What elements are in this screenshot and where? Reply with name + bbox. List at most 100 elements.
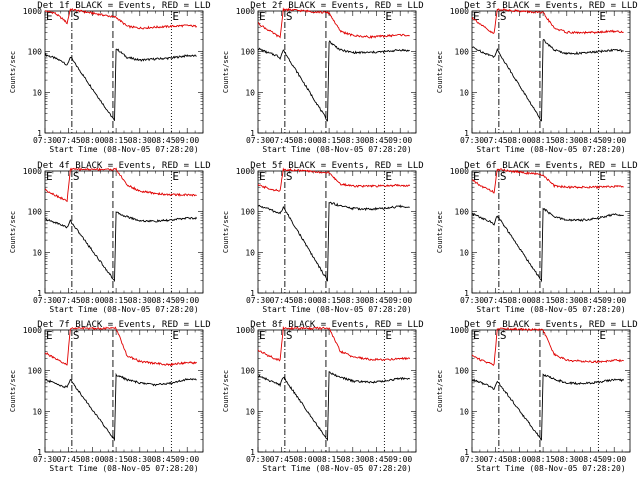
- y-axis-label: Counts/sec: [9, 51, 17, 93]
- detector-panel-9: Det 9f BLACK = Events, RED = LLD 1 10 100 10…: [436, 320, 638, 473]
- y-axis-label: Counts/sec: [436, 51, 444, 93]
- x-axis-label: Start Time (08-Nov-05 07:28:20): [476, 145, 625, 154]
- segment-marker-label: E: [172, 170, 179, 183]
- segment-marker-label: E: [599, 170, 606, 183]
- y-axis-label: Counts/sec: [436, 370, 444, 412]
- x-tick-label: 08:15: [531, 296, 555, 305]
- lld-series-line: [258, 167, 411, 192]
- x-tick-label: 08:15: [104, 455, 128, 464]
- x-tick-label: 08:00: [507, 296, 531, 305]
- segment-marker-label: E: [259, 329, 266, 342]
- y-tick-label: 10: [32, 248, 42, 257]
- segment-marker-label: E: [46, 170, 53, 183]
- lld-series-line: [472, 8, 624, 35]
- x-tick-label: 08:30: [555, 136, 579, 145]
- y-tick-label: 10: [32, 407, 42, 416]
- x-tick-label: 08:00: [80, 136, 104, 145]
- panel-title: Det 7f BLACK = Events, RED = LLD: [37, 320, 210, 330]
- panel-title: Det 3f BLACK = Events, RED = LLD: [464, 1, 637, 11]
- lld-series-line: [45, 8, 198, 30]
- y-tick-label: 10: [459, 88, 469, 97]
- x-tick-label: 08:45: [364, 136, 388, 145]
- x-tick-label: 08:30: [128, 136, 152, 145]
- panel-title: Det 2f BLACK = Events, RED = LLD: [250, 1, 423, 11]
- segment-marker-label: E: [172, 329, 179, 342]
- x-tick-label: 08:30: [555, 296, 579, 305]
- y-tick-label: 1000: [236, 7, 255, 16]
- x-tick-label: 08:00: [293, 136, 317, 145]
- x-tick-label: 08:00: [507, 455, 531, 464]
- panel-title: Det 4f BLACK = Events, RED = LLD: [37, 161, 210, 171]
- panel-title: Det 6f BLACK = Events, RED = LLD: [464, 161, 637, 171]
- y-tick-label: 1000: [450, 326, 469, 335]
- events-series-line: [45, 48, 197, 121]
- x-axis-label: Start Time (08-Nov-05 07:28:20): [262, 305, 411, 314]
- segment-marker-label: E: [473, 170, 480, 183]
- x-tick-label: 07:30: [246, 296, 270, 305]
- x-tick-label: 07:45: [270, 296, 294, 305]
- segment-marker-label: E: [599, 329, 606, 342]
- x-tick-label: 08:15: [531, 136, 555, 145]
- y-tick-label: 1000: [23, 326, 42, 335]
- x-tick-label: 08:15: [531, 455, 555, 464]
- segment-marker-label: S: [286, 170, 293, 183]
- y-tick-label: 10: [245, 248, 255, 257]
- x-tick-label: 09:00: [175, 136, 199, 145]
- y-tick-label: 10: [32, 88, 42, 97]
- events-series-line: [258, 371, 411, 442]
- x-tick-label: 08:15: [104, 136, 128, 145]
- y-tick-label: 1: [464, 129, 469, 138]
- x-axis-label: Start Time (08-Nov-05 07:28:20): [49, 145, 198, 154]
- y-tick-label: 100: [28, 208, 43, 217]
- detector-panel-3: Det 3f BLACK = Events, RED = LLD 1 10 100 10…: [436, 1, 638, 154]
- x-tick-label: 08:15: [317, 455, 341, 464]
- x-tick-label: 08:30: [341, 455, 365, 464]
- x-tick-label: 08:45: [151, 296, 175, 305]
- segment-marker-label: S: [500, 10, 507, 23]
- x-axis-label: Start Time (08-Nov-05 07:28:20): [262, 464, 411, 473]
- events-series-line: [472, 38, 624, 122]
- x-tick-label: 09:00: [602, 136, 626, 145]
- y-tick-label: 1000: [236, 326, 255, 335]
- x-tick-label: 08:30: [128, 455, 152, 464]
- detector-panel-1: Det 1f BLACK = Events, RED = LLD 1 10 100 10…: [9, 1, 211, 154]
- x-tick-label: 07:45: [57, 455, 81, 464]
- lld-series-line: [258, 326, 411, 362]
- x-tick-label: 07:30: [460, 136, 484, 145]
- lld-series-line: [45, 167, 197, 203]
- x-tick-label: 08:30: [555, 455, 579, 464]
- x-tick-label: 07:30: [246, 136, 270, 145]
- x-axis-label: Start Time (08-Nov-05 07:28:20): [49, 464, 198, 473]
- x-tick-label: 08:15: [104, 296, 128, 305]
- x-tick-label: 08:00: [80, 455, 104, 464]
- segment-marker-label: E: [385, 329, 392, 342]
- x-tick-label: 09:00: [175, 455, 199, 464]
- segment-marker-label: S: [73, 170, 80, 183]
- events-series-line: [258, 201, 410, 282]
- x-tick-label: 07:45: [270, 136, 294, 145]
- x-axis-label: Start Time (08-Nov-05 07:28:20): [476, 305, 625, 314]
- y-tick-label: 1: [250, 289, 255, 298]
- x-tick-label: 08:45: [151, 136, 175, 145]
- lld-series-line: [472, 168, 624, 194]
- x-tick-label: 09:00: [602, 296, 626, 305]
- x-tick-label: 07:30: [33, 136, 57, 145]
- segment-marker-label: S: [500, 329, 507, 342]
- x-tick-label: 08:00: [507, 136, 531, 145]
- y-tick-label: 10: [459, 407, 469, 416]
- panel-title: Det 5f BLACK = Events, RED = LLD: [250, 161, 423, 171]
- segment-marker-label: E: [259, 10, 266, 23]
- y-axis-label: Counts/sec: [222, 51, 230, 93]
- plot-frame: [257, 10, 417, 134]
- y-axis-label: Counts/sec: [222, 211, 230, 253]
- segment-marker-label: S: [286, 10, 293, 23]
- events-series-line: [472, 373, 625, 441]
- x-tick-label: 07:30: [246, 455, 270, 464]
- x-axis-label: Start Time (08-Nov-05 07:28:20): [476, 464, 625, 473]
- y-tick-label: 1000: [450, 167, 469, 176]
- y-tick-label: 10: [245, 88, 255, 97]
- segment-marker-label: E: [385, 10, 392, 23]
- segment-marker-label: E: [259, 170, 266, 183]
- detector-panel-2: Det 2f BLACK = Events, RED = LLD 1 10 100 10…: [222, 1, 424, 154]
- segment-marker-label: E: [46, 10, 53, 23]
